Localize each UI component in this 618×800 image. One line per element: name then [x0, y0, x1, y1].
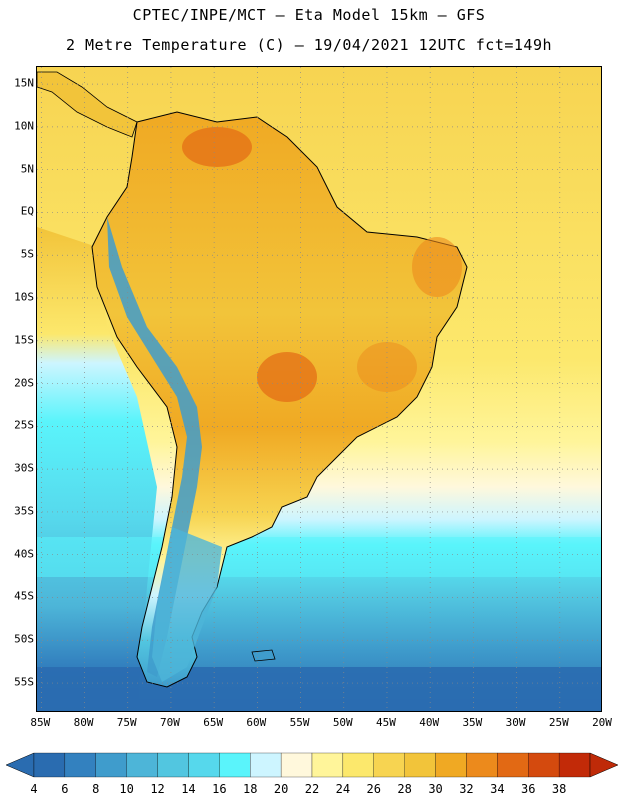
colorbar-segment: [435, 752, 467, 778]
colorbar-tick-label: 28: [397, 782, 412, 796]
colorbar-segment: [342, 752, 374, 778]
colorbar-tick-label: 12: [150, 782, 165, 796]
colorbar-segment: [33, 752, 66, 778]
latitude-label: 10N: [14, 119, 34, 133]
colorbar-tick-label: 10: [119, 782, 134, 796]
map-canvas: [37, 67, 601, 711]
colorbar-segment: [311, 752, 344, 778]
colorbar-tick-label: 30: [428, 782, 443, 796]
latitude-label: 40S: [14, 547, 34, 561]
colorbar-segment: [280, 752, 313, 778]
colorbar-segment: [373, 752, 405, 778]
colorbar-segment: [157, 752, 189, 778]
colorbar-segment: [64, 752, 96, 778]
colorbar-segment: [497, 752, 529, 778]
colorbar-segment: [466, 752, 498, 778]
colorbar-over-arrow: [589, 752, 618, 778]
hot-region-northeast: [412, 237, 462, 297]
colorbar-tick-label: 20: [273, 782, 289, 796]
southern-ocean: [37, 667, 601, 711]
latitude-label: 5N: [20, 162, 34, 176]
longitude-label: 50W: [332, 716, 353, 729]
longitude-label: 35W: [462, 716, 483, 729]
longitude-label: 85W: [30, 716, 51, 729]
colorbar-segment: [219, 752, 251, 778]
colorbar-tick-label: 6: [61, 782, 69, 796]
colorbar-tick-label: 8: [92, 782, 100, 796]
colorbar-tick-label: 32: [459, 782, 474, 796]
latitude-label: 45S: [14, 589, 34, 603]
colorbar-segment: [95, 752, 127, 778]
longitude-label: 65W: [203, 716, 224, 729]
longitude-label: 70W: [160, 716, 180, 729]
latitude-label: 35S: [14, 504, 34, 518]
longitude-label: 20W: [592, 716, 612, 729]
falkland-islands: [251, 649, 276, 662]
colorbar-tick-label: 18: [242, 782, 258, 796]
colorbar-segment: [528, 752, 560, 778]
colorbar-tick-label: 36: [520, 782, 536, 796]
temperature-map: [36, 66, 602, 712]
latitude-label: EQ: [20, 204, 34, 218]
map-subtitle: 2 Metre Temperature (C) – 19/04/2021 12U…: [65, 36, 553, 54]
longitude-label: 80W: [73, 716, 94, 729]
longitude-label: 30W: [505, 716, 526, 729]
colorbar-tick-label: 14: [181, 782, 196, 796]
colorbar-segment: [558, 752, 591, 778]
colorbar-segment: [404, 752, 436, 778]
latitude-label: 25S: [14, 418, 34, 432]
colorbar-tick-label: 4: [30, 782, 38, 796]
latitude-label: 55S: [14, 675, 34, 689]
hot-region-venezuela: [182, 127, 252, 167]
colorbar-tick-label: 38: [551, 782, 567, 796]
latitude-label: 10S: [14, 290, 34, 304]
latitude-label: 5S: [20, 247, 34, 261]
central-america: [37, 71, 138, 138]
latitude-label: 15N: [14, 76, 34, 90]
longitude-label: 75W: [116, 716, 137, 729]
colorbar-tick-label: 16: [212, 782, 227, 796]
temperature-colorbar: [6, 752, 618, 778]
latitude-label: 30S: [14, 461, 34, 475]
longitude-label: 45W: [376, 716, 396, 729]
colorbar-tick-label: 34: [490, 782, 505, 796]
latitude-label: 20S: [14, 376, 34, 390]
colorbar-tick-label: 26: [366, 782, 381, 796]
colorbar-segment: [188, 752, 220, 778]
longitude-label: 40W: [419, 716, 440, 729]
cold-band: [37, 537, 601, 577]
colorbar-segment: [250, 752, 282, 778]
colorbar-segment: [126, 752, 158, 778]
longitude-label: 55W: [289, 716, 310, 729]
colorbar-tick-label: 24: [335, 782, 351, 796]
colorbar-tick-label: 22: [304, 782, 320, 796]
longitude-label: 60W: [246, 716, 267, 729]
map-title: CPTEC/INPE/MCT – Eta Model 15km – GFS: [132, 6, 486, 24]
latitude-label: 50S: [14, 632, 34, 646]
longitude-label: 25W: [548, 716, 569, 729]
latitude-label: 15S: [14, 333, 34, 347]
patagonia-cool: [152, 527, 222, 682]
colorbar-under-arrow: [6, 752, 35, 778]
hot-region-pantanal: [257, 352, 317, 402]
